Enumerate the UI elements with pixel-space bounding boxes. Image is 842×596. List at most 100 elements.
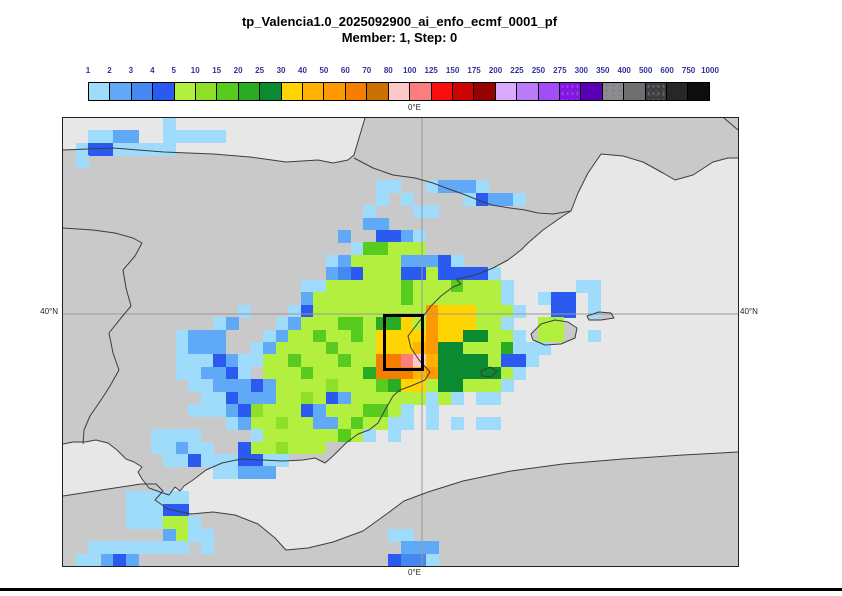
- precip-cell: [375, 391, 389, 405]
- precip-cell: [150, 429, 164, 443]
- precip-cell: [400, 416, 414, 430]
- precip-cell: [225, 391, 239, 405]
- precip-cell: [213, 354, 226, 368]
- precip-cell: [213, 329, 226, 343]
- precip-cell: [350, 242, 364, 256]
- precip-cell: [425, 354, 439, 368]
- precip-cell: [338, 329, 351, 343]
- precip-cell: [513, 342, 526, 355]
- colorbar-tick-label: 175: [467, 66, 481, 75]
- precip-cell: [400, 528, 414, 542]
- precip-cell: [138, 491, 151, 505]
- precip-cell: [250, 454, 264, 467]
- precip-cell: [75, 155, 89, 169]
- precip-cell: [300, 379, 314, 393]
- precip-cell: [313, 279, 326, 293]
- colorbar-cell: [431, 83, 453, 100]
- precip-cell: [388, 279, 401, 293]
- colorbar-cell: [367, 83, 389, 100]
- precip-cell: [350, 366, 364, 380]
- precip-cell: [375, 217, 389, 231]
- precip-cell: [300, 366, 314, 380]
- precip-cell: [288, 379, 301, 393]
- precip-cell: [325, 366, 339, 380]
- precip-cell: [188, 441, 201, 455]
- precip-cell: [213, 317, 226, 331]
- precip-cell: [150, 503, 164, 517]
- precip-cell: [275, 354, 289, 368]
- precip-cell: [200, 541, 214, 555]
- precip-cell: [388, 242, 401, 256]
- precip-cell: [88, 553, 101, 567]
- colorbar-cell: [388, 83, 411, 100]
- precip-cell: [375, 292, 389, 306]
- precip-cell: [500, 366, 514, 380]
- colorbar-cell: [89, 83, 111, 100]
- colorbar-tick-label: 60: [340, 66, 350, 75]
- precip-cell: [363, 254, 376, 268]
- precip-cell: [188, 516, 201, 530]
- precip-cell: [275, 404, 289, 418]
- precip-cell: [475, 279, 489, 293]
- precip-cell: [275, 366, 289, 380]
- precip-cell: [488, 342, 501, 355]
- colorbar-tick-label: 150: [445, 66, 460, 75]
- colorbar-tick-label: 1: [85, 66, 91, 75]
- precip-cell: [400, 254, 414, 268]
- precip-cell: [188, 366, 201, 380]
- colorbar-cell: [324, 83, 346, 100]
- precip-cell: [425, 379, 439, 393]
- precip-cell: [113, 130, 126, 144]
- precip-cell: [325, 354, 339, 368]
- precip-cell: [438, 317, 451, 331]
- colorbar-cell: [153, 83, 175, 100]
- precip-cell: [250, 391, 264, 405]
- precip-cell: [350, 342, 364, 355]
- precip-cell: [350, 429, 364, 443]
- precip-cell: [350, 292, 364, 306]
- precip-cell: [163, 516, 176, 530]
- precip-cell: [188, 379, 201, 393]
- precip-cell: [438, 267, 451, 281]
- precip-cell: [425, 205, 439, 219]
- precip-cell: [563, 292, 576, 306]
- precip-cell: [425, 267, 439, 281]
- precip-cell: [413, 205, 426, 219]
- precip-cell: [125, 491, 139, 505]
- colorbar-tick-label: 250: [531, 66, 546, 75]
- precip-cell: [313, 354, 326, 368]
- precip-cell: [175, 541, 189, 555]
- precip-cell: [450, 416, 464, 430]
- precip-cell: [488, 317, 501, 331]
- precip-cell: [250, 354, 264, 368]
- precip-cell: [188, 354, 201, 368]
- precip-cell: [363, 391, 376, 405]
- precip-cell: [350, 254, 364, 268]
- precip-cell: [500, 279, 514, 293]
- precip-cell: [338, 230, 351, 243]
- colorbar-tick-label: 750: [681, 66, 696, 75]
- colorbar-tick-label: 30: [276, 66, 286, 75]
- precip-cell: [388, 292, 401, 306]
- precip-cell: [425, 553, 439, 567]
- precip-cell: [450, 254, 464, 268]
- precip-cell: [338, 379, 351, 393]
- precip-cell: [450, 180, 464, 194]
- precip-cell: [350, 379, 364, 393]
- precip-cell: [325, 429, 339, 443]
- precip-cell: [463, 279, 476, 293]
- precip-cell: [413, 254, 426, 268]
- precip-cell: [400, 242, 414, 256]
- precip-cell: [150, 142, 164, 156]
- precip-cell: [488, 379, 501, 393]
- precip-cell: [225, 379, 239, 393]
- precip-cell: [275, 379, 289, 393]
- colorbar-cell: [345, 83, 368, 100]
- precip-cell: [375, 404, 389, 418]
- precip-cell: [350, 416, 364, 430]
- precip-cell: [313, 379, 326, 393]
- precip-cell: [525, 342, 539, 355]
- precip-cell: [463, 379, 476, 393]
- precip-cell: [263, 441, 276, 455]
- precip-cell: [300, 429, 314, 443]
